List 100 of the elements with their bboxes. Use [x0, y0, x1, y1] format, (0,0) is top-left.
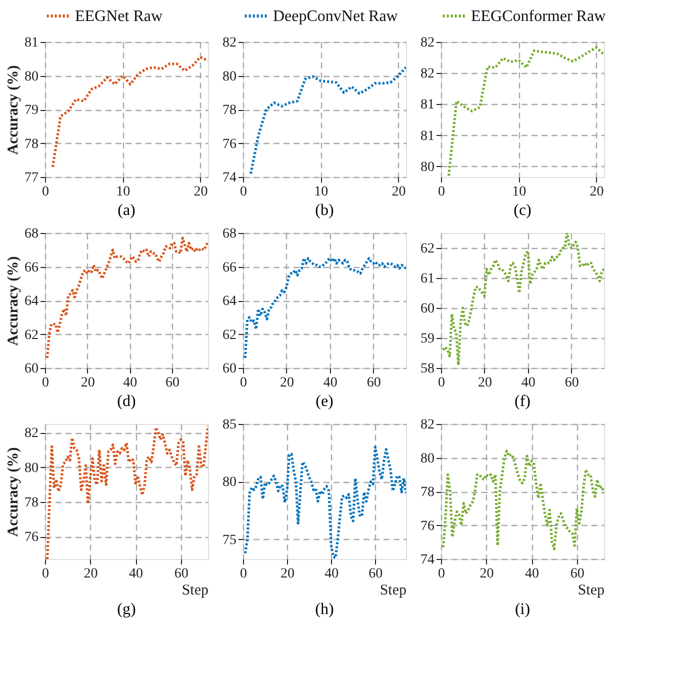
x-tick-label: 60 — [166, 376, 180, 390]
y-tick-label: 81 — [24, 36, 38, 50]
y-tick-label: 66 — [24, 260, 38, 276]
y-tick-label: 80 — [420, 451, 434, 466]
y-tick-label: 80 — [420, 160, 434, 175]
x-tick-label: 20 — [392, 184, 406, 200]
line-series — [244, 446, 406, 559]
x-tick-label: 40 — [521, 376, 536, 390]
text: (e) — [316, 393, 334, 410]
y-tick-label: 85 — [222, 418, 236, 432]
y-tick-label: 62 — [222, 328, 236, 343]
y-tick-label: 78 — [24, 495, 38, 510]
x-tick-label: 40 — [324, 566, 339, 582]
x-tick-label: 0 — [42, 184, 49, 200]
line-series — [46, 236, 208, 360]
y-tick-label: 59 — [420, 332, 434, 346]
text: (c) — [514, 202, 532, 219]
y-tick-label: 76 — [24, 530, 38, 545]
y-tick-label: 79 — [24, 103, 38, 118]
legend-label: DeepConvNet Raw — [273, 8, 398, 25]
y-tick-label: 68 — [222, 226, 236, 242]
text: (h) — [315, 601, 334, 618]
y-tick-label: 82 — [420, 66, 434, 82]
line-series — [447, 46, 604, 177]
x-tick-label: 0 — [438, 376, 445, 390]
x-tick-label: 10 — [512, 184, 526, 200]
x-tick-label: 0 — [42, 566, 49, 582]
x-tick-label: 0 — [438, 566, 445, 582]
x-axis-title: Step — [380, 582, 406, 598]
x-tick-label: 60 — [366, 376, 381, 390]
y-tick-label: 62 — [420, 242, 434, 256]
x-axis-title: Step — [578, 582, 604, 598]
y-tick-label: 60 — [24, 362, 38, 376]
y-tick-label: 78 — [24, 136, 38, 152]
x-tick-label: 60 — [368, 566, 383, 582]
y-tick-label: 75 — [222, 532, 236, 548]
y-tick-label: 80 — [24, 460, 38, 476]
x-tick-label: 20 — [80, 376, 95, 390]
y-tick-label: 78 — [222, 103, 236, 118]
x-tick-label: 10 — [116, 184, 130, 200]
y-tick-label: 68 — [24, 226, 38, 242]
y-tick-label: 82 — [24, 426, 38, 442]
y-tick-label: 76 — [222, 136, 236, 152]
x-tick-label: 20 — [280, 566, 295, 582]
line-series — [442, 233, 604, 366]
x-tick-label: 0 — [240, 566, 247, 582]
line-series — [46, 424, 208, 559]
y-axis-title: Accuracy (%) — [6, 65, 22, 155]
text: (i) — [514, 601, 530, 618]
y-tick-label: 80 — [24, 69, 38, 84]
x-axis-title: Step — [182, 582, 208, 598]
x-tick-label: 0 — [240, 376, 247, 390]
text: (a) — [118, 202, 136, 219]
y-tick-label: 58 — [420, 362, 434, 376]
y-tick-label: 77 — [24, 170, 38, 186]
y-tick-label: 81 — [420, 98, 434, 113]
y-tick-label: 62 — [24, 328, 38, 343]
y-tick-label: 82 — [420, 36, 434, 50]
y-tick-label: 60 — [222, 362, 236, 376]
y-tick-label: 64 — [222, 294, 236, 309]
line-series — [442, 450, 604, 550]
x-tick-label: 0 — [240, 184, 247, 200]
x-tick-label: 20 — [194, 184, 208, 200]
x-tick-label: 20 — [480, 566, 494, 582]
y-tick-label: 80 — [222, 69, 236, 84]
y-tick-label: 80 — [222, 475, 236, 490]
y-tick-label: 61 — [420, 272, 434, 286]
x-tick-label: 40 — [129, 566, 144, 582]
x-tick-label: 20 — [478, 376, 492, 390]
x-tick-label: 40 — [525, 566, 540, 582]
y-tick-label: 66 — [222, 260, 236, 276]
x-tick-label: 40 — [323, 376, 338, 390]
x-tick-label: 0 — [42, 376, 49, 390]
legend-label: EEGConformer Raw — [471, 8, 606, 25]
text: (b) — [315, 202, 334, 219]
y-tick-label: 60 — [420, 302, 434, 316]
y-tick-label: 78 — [420, 485, 434, 500]
x-tick-label: 20 — [280, 376, 294, 390]
y-tick-label: 76 — [420, 518, 434, 534]
x-tick-label: 0 — [438, 184, 445, 200]
text: (g) — [117, 601, 136, 618]
y-tick-label: 82 — [420, 418, 434, 432]
y-tick-label: 82 — [222, 36, 236, 50]
line-series — [51, 56, 208, 168]
x-tick-label: 10 — [314, 184, 328, 200]
text: (d) — [117, 393, 136, 410]
x-tick-label: 60 — [174, 566, 188, 582]
x-tick-label: 60 — [570, 566, 584, 582]
x-tick-label: 20 — [84, 566, 98, 582]
x-tick-label: 20 — [590, 184, 604, 200]
x-tick-label: 60 — [564, 376, 579, 390]
legend-label: EEGNet Raw — [75, 8, 163, 25]
y-tick-label: 74 — [222, 170, 236, 186]
x-tick-label: 40 — [123, 376, 138, 390]
y-axis-title: Accuracy (%) — [6, 256, 22, 346]
line-series — [244, 257, 406, 360]
y-tick-label: 64 — [24, 294, 38, 309]
y-axis-title: Accuracy (%) — [6, 447, 22, 537]
y-tick-label: 74 — [420, 552, 434, 568]
y-tick-label: 81 — [420, 128, 434, 144]
